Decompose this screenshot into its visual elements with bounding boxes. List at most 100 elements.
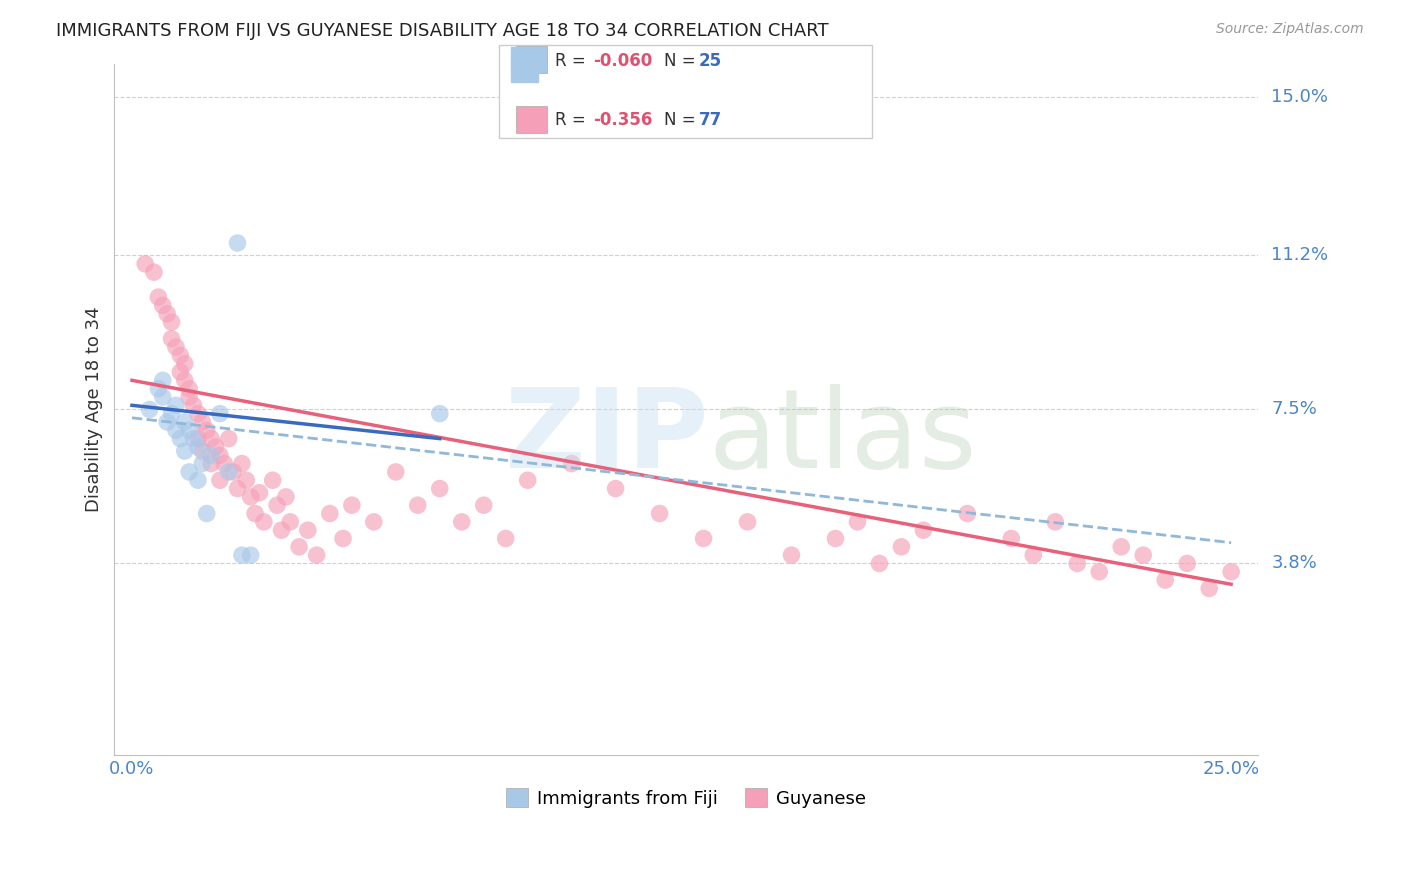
Point: [1198, 582, 1220, 596]
Text: N =: N =: [664, 52, 700, 70]
Text: IMMIGRANTS FROM FIJI VS GUYANESE DISABILITY AGE 18 TO 34 CORRELATION CHART: IMMIGRANTS FROM FIJI VS GUYANESE DISABIL…: [56, 22, 830, 40]
Point: [152, 390, 174, 404]
Point: [278, 515, 301, 529]
Text: -0.356: -0.356: [593, 112, 652, 129]
Point: [472, 498, 495, 512]
Point: [780, 548, 803, 562]
Point: [156, 307, 179, 321]
Point: [274, 490, 297, 504]
Legend: Immigrants from Fiji, Guyanese: Immigrants from Fiji, Guyanese: [499, 781, 873, 815]
Point: [332, 532, 354, 546]
Point: [191, 415, 214, 429]
Point: [363, 515, 385, 529]
Point: [305, 548, 328, 562]
Point: [195, 423, 218, 437]
Point: [1022, 548, 1045, 562]
Point: [1220, 565, 1243, 579]
Point: [208, 407, 231, 421]
Point: [429, 482, 451, 496]
Text: N =: N =: [664, 112, 700, 129]
Point: [169, 348, 191, 362]
Text: -0.060: -0.060: [593, 52, 652, 70]
Point: [208, 473, 231, 487]
Point: [160, 315, 183, 329]
Text: 7.5%: 7.5%: [1271, 401, 1317, 418]
Point: [179, 382, 201, 396]
Point: [1045, 515, 1067, 529]
Point: [183, 432, 205, 446]
Point: [187, 440, 209, 454]
Point: [262, 473, 284, 487]
Point: [195, 507, 218, 521]
Point: [495, 532, 517, 546]
Point: [169, 432, 191, 446]
Point: [253, 515, 276, 529]
Point: [179, 465, 201, 479]
Point: [737, 515, 759, 529]
Point: [648, 507, 671, 521]
Point: [143, 265, 166, 279]
Point: [187, 473, 209, 487]
Point: [561, 457, 583, 471]
Point: [429, 407, 451, 421]
Point: [288, 540, 311, 554]
Point: [1000, 532, 1022, 546]
Point: [231, 457, 253, 471]
Point: [200, 432, 222, 446]
Point: [179, 423, 201, 437]
Point: [385, 465, 408, 479]
Point: [912, 523, 935, 537]
Point: [173, 444, 195, 458]
Point: [160, 407, 183, 421]
Point: [1066, 557, 1088, 571]
Point: [165, 423, 187, 437]
Point: [1154, 573, 1177, 587]
Point: [868, 557, 890, 571]
Text: 25: 25: [699, 52, 721, 70]
Point: [173, 357, 195, 371]
Point: [165, 398, 187, 412]
Text: 11.2%: 11.2%: [1271, 246, 1329, 265]
Point: [226, 235, 249, 250]
Point: [169, 365, 191, 379]
Text: 77: 77: [699, 112, 723, 129]
Point: [266, 498, 288, 512]
Text: 3.8%: 3.8%: [1271, 555, 1317, 573]
Point: [191, 457, 214, 471]
Point: [235, 473, 257, 487]
Point: [208, 448, 231, 462]
Point: [134, 257, 156, 271]
Point: [824, 532, 846, 546]
Point: [218, 465, 240, 479]
Point: [148, 290, 170, 304]
Point: [183, 398, 205, 412]
Point: [204, 440, 226, 454]
Point: [1132, 548, 1154, 562]
Point: [218, 432, 240, 446]
Point: [173, 415, 195, 429]
Point: [222, 465, 245, 479]
Point: [319, 507, 342, 521]
Point: [165, 340, 187, 354]
Point: [214, 457, 236, 471]
Point: [187, 407, 209, 421]
Point: [152, 298, 174, 312]
Point: [148, 382, 170, 396]
Point: [1088, 565, 1111, 579]
Point: [249, 485, 271, 500]
Point: [226, 482, 249, 496]
Point: [692, 532, 714, 546]
Point: [179, 390, 201, 404]
Point: [1175, 557, 1198, 571]
Point: [200, 457, 222, 471]
Text: R =: R =: [555, 52, 592, 70]
Text: R =: R =: [555, 112, 592, 129]
Point: [138, 402, 160, 417]
Point: [297, 523, 319, 537]
Point: [173, 373, 195, 387]
Point: [156, 415, 179, 429]
Point: [406, 498, 429, 512]
Point: [516, 473, 538, 487]
Point: [846, 515, 869, 529]
Point: [191, 444, 214, 458]
